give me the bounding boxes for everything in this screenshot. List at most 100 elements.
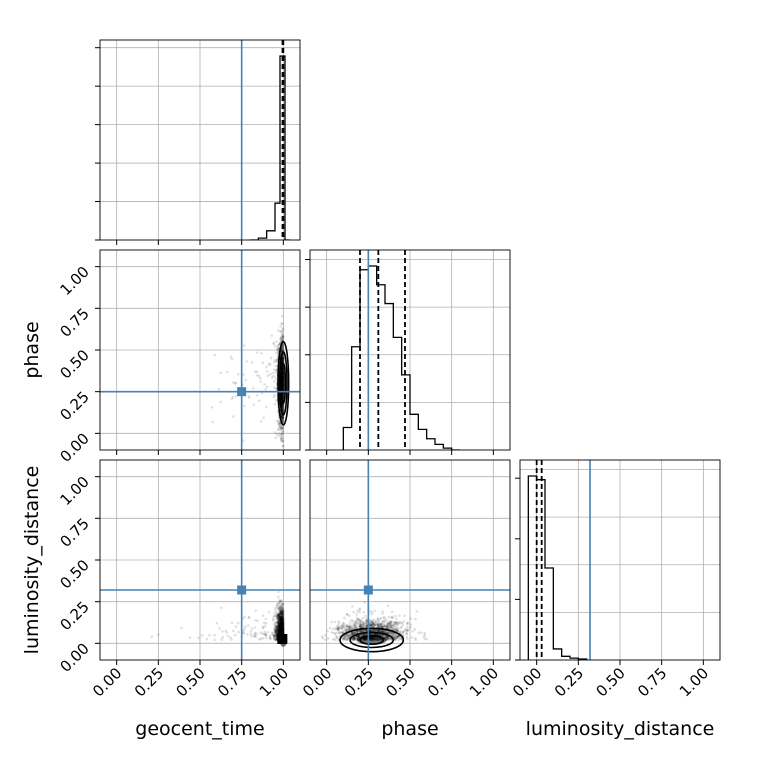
scatter-point: [229, 355, 233, 358]
x-axis-label-luminosity_distance: luminosity_distance: [526, 718, 715, 740]
scatter-point: [371, 629, 374, 632]
x-tick-label: 0.00: [89, 664, 125, 700]
scatter-point: [281, 338, 284, 341]
scatter-point: [279, 610, 283, 614]
scatter-point: [279, 621, 282, 624]
scatter-point: [278, 628, 282, 632]
scatter-point: [378, 622, 382, 625]
scatter-point: [391, 633, 395, 637]
scatter-point: [279, 629, 282, 633]
scatter-point: [273, 630, 277, 633]
scatter-point: [278, 631, 281, 634]
scatter-point: [281, 631, 284, 634]
scatter-point: [277, 628, 281, 632]
scatter-point: [383, 625, 386, 629]
scatter-point: [391, 623, 395, 627]
scatter-point: [340, 627, 343, 630]
scatter-point: [278, 622, 281, 626]
scatter-point: [276, 613, 280, 616]
scatter-point: [414, 638, 418, 642]
scatter-point: [280, 630, 283, 633]
scatter-point: [376, 622, 380, 625]
scatter-point: [280, 630, 283, 633]
scatter-point: [381, 619, 385, 623]
scatter-point: [281, 628, 284, 631]
truth-marker: [237, 585, 247, 595]
scatter-point: [382, 616, 386, 619]
scatter-point: [370, 621, 374, 624]
scatter-point: [281, 617, 285, 621]
scatter-point: [282, 624, 285, 628]
scatter-point: [278, 627, 281, 631]
scatter-point: [279, 631, 283, 634]
scatter-point: [277, 631, 281, 635]
scatter-point: [278, 620, 281, 624]
scatter-point: [279, 619, 283, 622]
scatter-point: [279, 629, 282, 633]
scatter-point: [279, 611, 282, 615]
scatter-point: [277, 626, 281, 629]
scatter-point: [350, 627, 354, 631]
scatter-point: [388, 636, 392, 640]
scatter-point: [280, 613, 283, 617]
scatter-point: [280, 629, 283, 632]
scatter-point: [386, 624, 389, 628]
scatter-point: [275, 369, 278, 372]
scatter-point: [395, 629, 399, 633]
scatter-point: [378, 617, 382, 621]
scatter-point: [281, 609, 285, 613]
scatter-point: [280, 436, 284, 440]
scatter-point: [396, 634, 399, 638]
scatter-point: [274, 629, 277, 632]
scatter-point: [406, 621, 409, 624]
scatter-point: [259, 420, 263, 423]
scatter-point: [280, 631, 284, 634]
scatter-point: [280, 610, 284, 614]
scatter-point: [282, 406, 285, 409]
grid: [100, 250, 300, 450]
scatter-point: [361, 629, 364, 632]
scatter-point: [396, 636, 399, 639]
scatter-point: [280, 618, 284, 622]
scatter-point: [275, 629, 279, 632]
scatter-point: [386, 621, 390, 625]
scatter-point: [279, 618, 283, 621]
scatter-point: [394, 614, 397, 618]
scatter-point: [279, 618, 283, 621]
scatter-point: [376, 629, 380, 633]
scatter-point: [278, 614, 282, 617]
scatter-point: [281, 359, 285, 363]
scatter-point: [357, 634, 361, 638]
scatter-point: [278, 612, 281, 616]
scatter-point: [275, 615, 279, 619]
x-tick-label: 0.25: [341, 664, 377, 700]
scatter-point: [373, 609, 377, 612]
scatter-point: [279, 609, 282, 613]
scatter-point: [274, 629, 278, 633]
scatter-point: [279, 618, 282, 622]
scatter-point: [359, 630, 363, 634]
scatter-point: [274, 621, 278, 624]
scatter-point: [281, 622, 285, 626]
scatter-point: [281, 627, 284, 630]
scatter-point: [281, 624, 285, 627]
scatter-point: [281, 628, 285, 631]
scatter-point: [276, 620, 280, 624]
scatter-point: [417, 631, 421, 635]
scatter-point: [230, 638, 233, 641]
scatter-point: [273, 633, 277, 637]
scatter-point: [275, 638, 278, 642]
scatter-point: [353, 637, 357, 640]
scatter-point: [395, 617, 398, 621]
scatter-point: [277, 630, 281, 633]
scatter-point: [390, 624, 393, 628]
scatter-point: [281, 348, 285, 351]
scatter-point: [277, 420, 280, 423]
scatter-point: [277, 615, 280, 619]
scatter-point: [281, 419, 285, 423]
scatter-point: [242, 373, 245, 376]
scatter-point: [280, 627, 284, 631]
scatter-point: [278, 615, 281, 619]
scatter-point: [277, 618, 281, 622]
scatter-point: [336, 624, 340, 627]
